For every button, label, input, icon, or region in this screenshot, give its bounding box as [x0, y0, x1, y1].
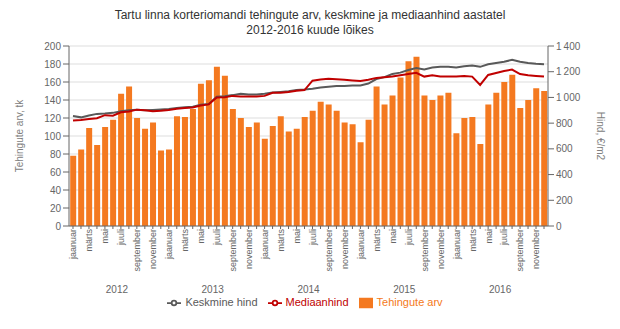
svg-text:20: 20 [50, 203, 62, 214]
svg-text:2014: 2014 [297, 284, 320, 295]
html-text:Keskmine hind: Keskmine hind [185, 296, 258, 308]
svg-text:120: 120 [44, 113, 61, 124]
svg-text:mai: mai [484, 229, 494, 244]
svg-text:80: 80 [50, 149, 62, 160]
html-text:Tartu linna korteriomandi tehi: Tartu linna korteriomandi tehingute arv,… [114, 8, 506, 37]
svg-text:200: 200 [556, 195, 573, 206]
svg-text:2015: 2015 [393, 284, 416, 295]
svg-text:jaanuar: jaanuar [452, 229, 462, 260]
svg-text:jaanuar: jaanuar [68, 229, 78, 260]
svg-text:1 000: 1 000 [556, 92, 581, 103]
svg-text:mai: mai [292, 229, 302, 244]
svg-text:200: 200 [44, 41, 61, 52]
svg-text:märts: märts [276, 229, 286, 252]
svg-text:0: 0 [556, 221, 562, 232]
svg-text:1 200: 1 200 [556, 66, 581, 77]
svg-text:september: september [228, 229, 238, 272]
svg-text:november: november [340, 229, 350, 269]
svg-text:märts: märts [180, 229, 190, 252]
svg-text:Hind, €/m2: Hind, €/m2 [595, 112, 606, 161]
svg-text:800: 800 [556, 118, 573, 129]
svg-text:60: 60 [50, 167, 62, 178]
html-text:Tehingute arv: Tehingute arv [376, 296, 443, 308]
svg-text:160: 160 [44, 77, 61, 88]
svg-text:juuli: juuli [499, 229, 509, 246]
svg-text:juuli: juuli [212, 229, 222, 246]
svg-text:mai: mai [196, 229, 206, 244]
svg-text:november: november [436, 229, 446, 269]
svg-text:1 400: 1 400 [556, 41, 581, 52]
svg-text:jaanuar: jaanuar [164, 229, 174, 260]
svg-text:40: 40 [50, 185, 62, 196]
svg-text:september: september [420, 229, 430, 272]
svg-text:100: 100 [44, 131, 61, 142]
svg-text:jaanuar: jaanuar [356, 229, 366, 260]
svg-text:0: 0 [55, 221, 61, 232]
svg-text:140: 140 [44, 95, 61, 106]
svg-text:mai: mai [388, 229, 398, 244]
svg-text:180: 180 [44, 59, 61, 70]
svg-text:juuli: juuli [308, 229, 318, 246]
svg-text:juuli: juuli [404, 229, 414, 246]
svg-text:600: 600 [556, 143, 573, 154]
svg-text:400: 400 [556, 169, 573, 180]
svg-text:Tehingute arv, tk: Tehingute arv, tk [14, 99, 25, 173]
svg-text:märts: märts [84, 229, 94, 252]
html-text:Mediaanhind: Mediaanhind [285, 296, 349, 308]
svg-text:2013: 2013 [202, 284, 225, 295]
svg-text:2012: 2012 [106, 284, 129, 295]
svg-text:september: september [324, 229, 334, 272]
svg-text:2016: 2016 [489, 284, 512, 295]
svg-text:september: september [515, 229, 525, 272]
svg-text:september: september [132, 229, 142, 272]
svg-text:november: november [244, 229, 254, 269]
svg-text:november: november [531, 229, 541, 269]
svg-text:mai: mai [100, 229, 110, 244]
svg-text:märts: märts [372, 229, 382, 252]
svg-text:märts: märts [468, 229, 478, 252]
svg-text:november: november [148, 229, 158, 269]
svg-text:juuli: juuli [116, 229, 126, 246]
svg-text:jaanuar: jaanuar [260, 229, 270, 260]
